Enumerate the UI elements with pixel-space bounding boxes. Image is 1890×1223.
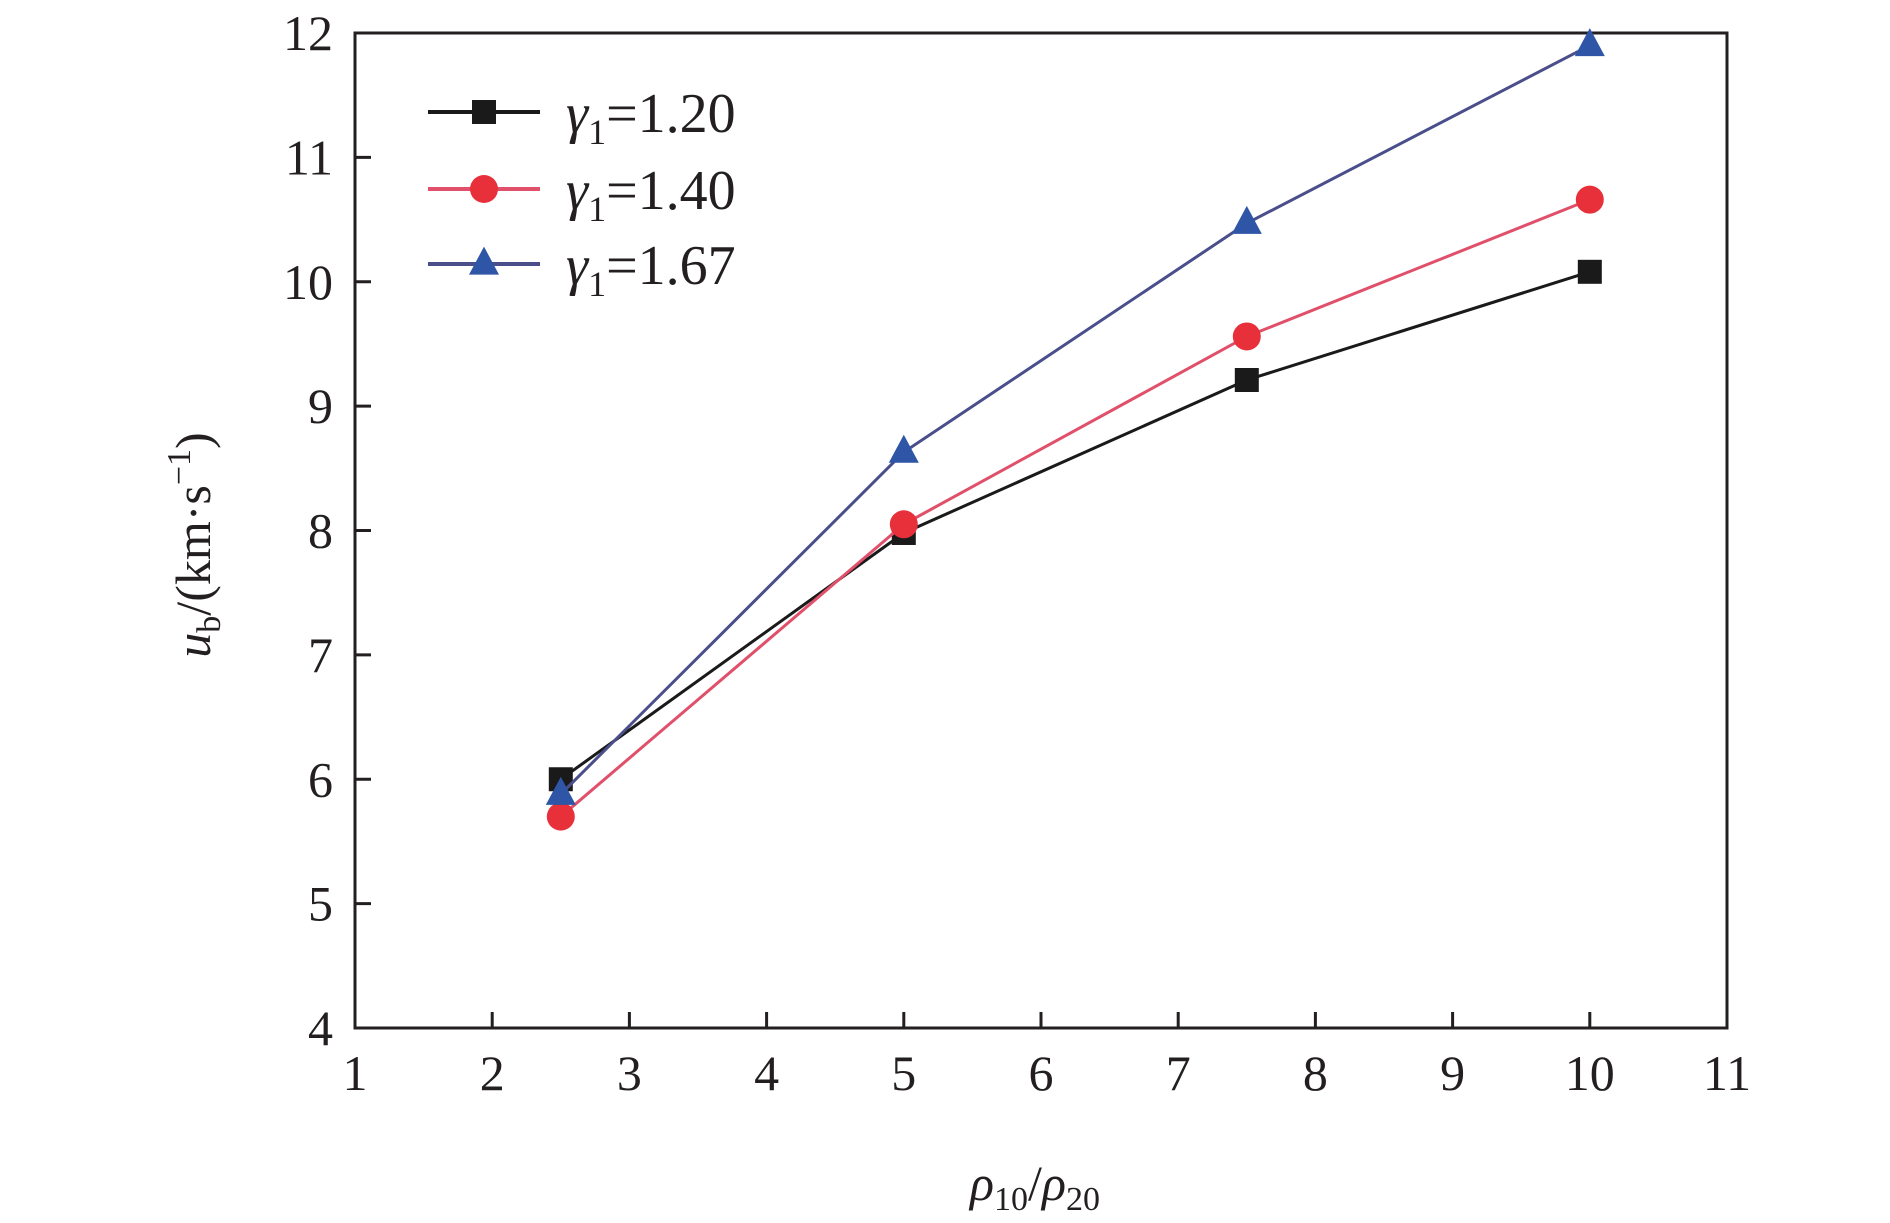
plot-frame <box>353 31 1729 1030</box>
y-tick-label: 4 <box>308 1000 333 1056</box>
data-point <box>1232 322 1261 351</box>
x-axis-label: ρ10/ρ20 <box>968 1155 1100 1218</box>
legend-marker <box>472 100 496 124</box>
data-point <box>545 776 576 805</box>
series-line <box>559 198 1591 818</box>
data-point <box>1577 259 1602 284</box>
x-tick-label: 6 <box>1029 1045 1054 1101</box>
x-tick-label: 10 <box>1565 1045 1615 1101</box>
data-point <box>889 510 918 539</box>
series-line <box>559 270 1591 781</box>
x-tick-label: 7 <box>1166 1045 1191 1101</box>
x-tick-label: 3 <box>617 1045 642 1101</box>
series-line <box>559 44 1591 796</box>
y-tick-label: 12 <box>283 5 333 61</box>
data-point <box>1575 185 1604 214</box>
legend-label: γ1=1.20 <box>566 83 736 152</box>
series-3 <box>545 28 1605 805</box>
x-tick-label: 9 <box>1440 1045 1465 1101</box>
data-point <box>1234 368 1259 393</box>
x-tick-label: 1 <box>343 1045 368 1101</box>
series-2 <box>546 185 1604 831</box>
x-tick-label: 4 <box>754 1045 779 1101</box>
legend-marker <box>469 246 499 275</box>
y-tick-label: 7 <box>308 627 333 683</box>
legend-marker <box>470 175 498 203</box>
y-tick-label: 9 <box>308 378 333 434</box>
y-tick-label: 11 <box>285 129 333 185</box>
y-tick-label: 10 <box>283 254 333 310</box>
x-tick-label: 5 <box>891 1045 916 1101</box>
y-axis: 4 5 6 7 8 9 10 11 12 <box>283 5 371 1056</box>
y-tick-label: 5 <box>308 876 333 932</box>
y-tick-label: 8 <box>308 503 333 559</box>
series-layer <box>545 28 1605 831</box>
x-tick-label: 2 <box>480 1045 505 1101</box>
data-point <box>888 434 919 463</box>
plot-border <box>353 31 1729 1030</box>
data-point <box>1574 28 1605 57</box>
data-point <box>546 802 575 831</box>
y-tick-label: 6 <box>308 751 333 807</box>
x-tick-label: 8 <box>1303 1045 1328 1101</box>
y-axis-label: ub/(km·s−1) <box>161 432 228 657</box>
legend-label: γ1=1.40 <box>566 160 736 229</box>
x-axis: 1 2 3 4 5 6 7 8 9 10 11 <box>343 1012 1751 1101</box>
x-tick-label: 11 <box>1703 1045 1751 1101</box>
legend-item: γ1=1.67 <box>428 235 736 304</box>
legend-label: γ1=1.67 <box>566 235 736 304</box>
legend-item: γ1=1.40 <box>428 160 736 229</box>
legend-item: γ1=1.20 <box>428 83 736 152</box>
data-point <box>1231 205 1262 234</box>
